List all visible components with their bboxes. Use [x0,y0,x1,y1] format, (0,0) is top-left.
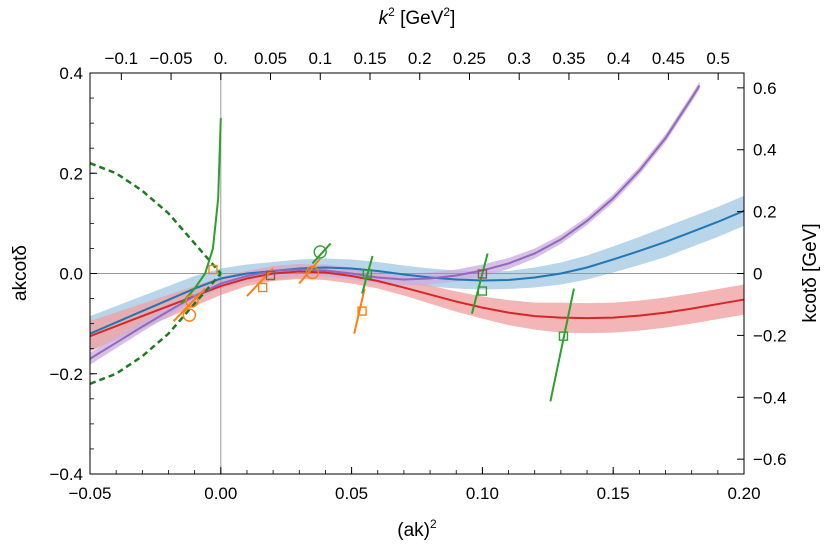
circle-marker [182,308,197,322]
pole-curve [180,118,222,305]
x-tick-label: 0.20 [727,484,760,503]
square-marker [558,331,569,341]
right-tick-label: −0.6 [753,450,787,469]
top-tick-label: −0.05 [150,49,193,68]
curve-series-1 [89,270,745,338]
square-marker [477,286,488,296]
x-tick-label: 0.05 [335,484,368,503]
circle-marker [305,265,320,280]
top-axis-title: k2 [GeV2] [379,5,456,29]
y-axis-title: akcotδ [10,245,31,301]
top-tick-label: 0.3 [507,49,531,68]
data-segment [549,288,575,402]
confidence-bands [90,81,744,365]
data-segment [172,287,206,322]
top-tick-label: 0.15 [353,49,386,68]
square-marker [265,270,276,281]
circle-marker [185,294,199,308]
top-tick-label: 0.25 [453,49,486,68]
x-axis-title: (ak)2 [397,517,437,541]
y-tick-label: 0.4 [59,64,83,83]
top-tick-label: 0.35 [552,49,585,68]
square-marker [477,269,488,279]
data-segment [470,253,489,314]
y-tick-label: −0.4 [49,465,83,484]
data-segment [246,267,274,297]
y-tick-label: 0.0 [59,265,83,284]
zero-reference-lines [90,73,744,474]
top-tick-label: 0. [214,49,228,68]
top-axis-title-unit-sup: 2 [443,5,450,19]
curve-series-0 [89,209,745,335]
data-segments [172,118,575,402]
top-tick-label: 0.1 [308,49,332,68]
top-tick-label: 0.05 [254,49,287,68]
right-tick-label: 0.6 [753,79,777,98]
right-tick-label: 0.2 [753,203,777,222]
square-marker [257,282,268,293]
data-segment [353,288,366,334]
top-tick-label: −0.1 [105,49,139,68]
y-tick-label: −0.2 [49,365,83,384]
right-tick-label: 0 [753,265,762,284]
x-tick-label: 0.10 [466,484,499,503]
x-tick-label: −0.05 [68,484,111,503]
right-axis-title: kcotδ [GeV] [800,223,821,322]
top-axis-title-close: ] [450,8,455,29]
top-tick-label: 0.2 [408,49,432,68]
top-tick-label: 0.45 [652,49,685,68]
x-tick-label: 0.15 [597,484,630,503]
dashed-curve-upper [89,162,222,275]
top-axis-title-k-sup: 2 [388,5,395,19]
top-tick-label: 0.4 [607,49,631,68]
top-tick-label: 0.5 [706,49,730,68]
axis-ticks: −0.05 0.00 0.05 0.10 0.15 0.20−0.4−0.20.00.20… [49,49,786,503]
dashed-curves [89,162,222,385]
data-segment [311,242,332,265]
top-axis-title-k: k [379,8,390,29]
x-axis-title-sup: 2 [430,517,437,531]
data-segment [361,255,374,294]
square-marker [208,264,218,275]
x-tick-label: 0.00 [204,484,237,503]
right-tick-label: 0.4 [753,141,777,160]
circle-marker [313,245,327,259]
data-segment [298,257,321,285]
data-markers [182,245,569,341]
right-tick-label: −0.4 [753,388,787,407]
square-marker [362,269,372,279]
band-series-1 [90,263,744,352]
top-axis-title-unit: [GeV [395,8,444,29]
right-tick-label: −0.2 [753,326,787,345]
y-tick-label: 0.2 [59,164,83,183]
square-marker [357,306,367,316]
dashed-curve-lower [89,272,222,385]
